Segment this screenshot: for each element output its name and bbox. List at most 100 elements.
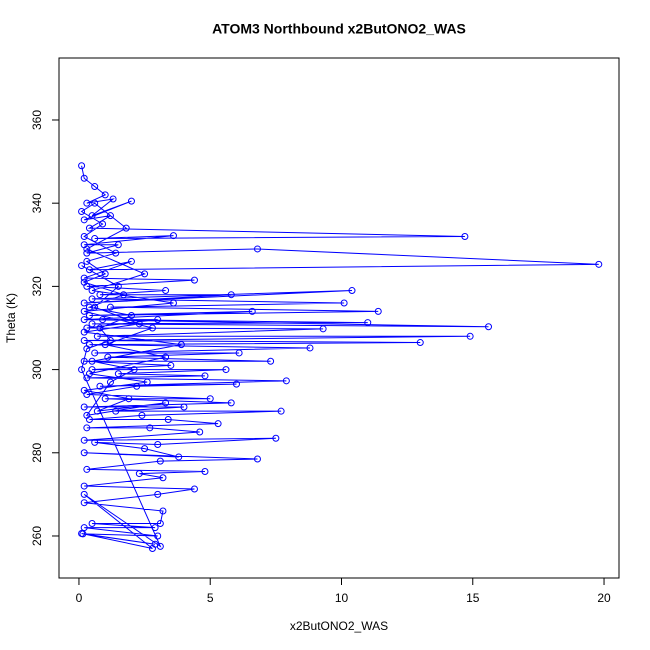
y-tick-label: 340	[30, 193, 44, 213]
data-line	[80, 165, 599, 549]
data-point	[91, 438, 99, 446]
data-point	[120, 291, 128, 299]
data-point	[416, 339, 424, 347]
data-point	[106, 303, 114, 311]
data-point	[114, 370, 122, 378]
data-point	[80, 174, 88, 182]
data-point	[96, 324, 104, 332]
data-point	[80, 278, 88, 286]
data-point	[148, 324, 156, 332]
data-point	[364, 319, 372, 327]
data-point	[169, 232, 177, 240]
data-point	[88, 212, 96, 220]
data-point	[164, 416, 172, 424]
data-point	[235, 349, 243, 357]
data-point	[91, 235, 99, 243]
data-point	[227, 291, 235, 299]
data-point	[595, 260, 603, 268]
data-point	[138, 411, 146, 419]
x-axis-label: x2ButONO2_WAS	[290, 619, 388, 633]
data-point	[83, 424, 91, 432]
data-point	[80, 499, 88, 507]
data-point	[232, 380, 240, 388]
data-point	[101, 191, 109, 199]
data-point	[180, 403, 188, 411]
data-point	[78, 366, 86, 374]
data-point	[78, 529, 86, 537]
data-point	[83, 249, 91, 257]
data-point	[78, 208, 86, 216]
data-point	[340, 299, 348, 307]
data-point	[282, 377, 290, 385]
data-point	[91, 183, 99, 191]
data-point	[141, 445, 149, 453]
y-tick-label: 260	[30, 526, 44, 546]
data-point	[88, 320, 96, 328]
data-point	[461, 232, 469, 240]
chart-title: ATOM3 Northbound x2ButONO2_WAS	[212, 21, 466, 37]
data-point	[277, 407, 285, 415]
y-tick-label: 300	[30, 359, 44, 379]
data-point	[156, 542, 164, 550]
x-tick-label: 20	[597, 591, 611, 605]
data-point	[85, 303, 93, 311]
data-point	[80, 232, 88, 240]
data-point	[80, 216, 88, 224]
data-point	[88, 357, 96, 365]
data-point	[201, 372, 209, 380]
data-point	[83, 465, 91, 473]
data-point	[154, 316, 162, 324]
data-point	[91, 199, 99, 207]
data-point	[154, 532, 162, 540]
data-point	[80, 307, 88, 315]
data-point	[122, 224, 130, 232]
data-point	[159, 507, 167, 515]
data-point	[104, 353, 112, 361]
data-point	[80, 449, 88, 457]
data-point	[151, 524, 159, 532]
data-point	[127, 257, 135, 265]
data-point	[248, 307, 256, 315]
data-point	[78, 262, 86, 270]
y-axis-label: Theta (K)	[4, 293, 18, 343]
data-point	[106, 378, 114, 386]
data-point	[83, 257, 91, 265]
data-point	[253, 245, 261, 253]
data-point	[88, 295, 96, 303]
data-point	[190, 485, 198, 493]
data-point	[272, 434, 280, 442]
data-point	[146, 424, 154, 432]
data-point	[141, 270, 149, 278]
data-point	[80, 328, 88, 336]
data-point	[112, 249, 120, 257]
data-point	[80, 436, 88, 444]
data-point	[374, 307, 382, 315]
data-point	[85, 224, 93, 232]
data-point	[80, 299, 88, 307]
data-point	[253, 455, 261, 463]
data-point	[101, 395, 109, 403]
data-point	[133, 382, 141, 390]
data-point	[80, 336, 88, 344]
plot-frame	[58, 57, 620, 579]
data-point	[348, 287, 356, 295]
data-point	[485, 323, 493, 331]
data-point	[130, 366, 138, 374]
data-point	[96, 291, 104, 299]
data-point	[214, 420, 222, 428]
data-point	[167, 361, 175, 369]
data-point	[127, 197, 135, 205]
data-point	[80, 386, 88, 394]
x-tick-label: 10	[335, 591, 349, 605]
data-point	[88, 520, 96, 528]
data-point	[177, 341, 185, 349]
data-point	[162, 399, 170, 407]
data-point	[227, 399, 235, 407]
data-point	[85, 266, 93, 274]
y-tick-label: 360	[30, 110, 44, 130]
data-point	[101, 341, 109, 349]
data-point	[156, 520, 164, 528]
data-point	[80, 357, 88, 365]
data-point	[466, 332, 474, 340]
